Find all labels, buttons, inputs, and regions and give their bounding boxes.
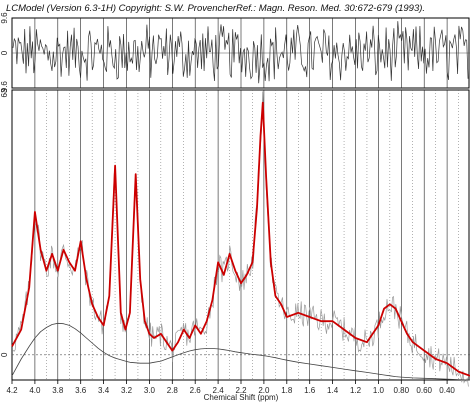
residual-ytick-label: 9.6 (0, 12, 9, 24)
fit-curve (11, 101, 470, 377)
xtick-label: 4.0 (29, 386, 41, 395)
header: LCModel (Version 6.3-1H) Copyright: S.W.… (6, 3, 466, 17)
header-software-credit: LCModel (Version 6.3-1H) Copyright: S.W.… (6, 3, 239, 14)
xtick-label: 1.0 (373, 386, 385, 395)
xtick-label: 1.4 (327, 386, 339, 395)
residual-panel: 9.6 0 -9.6 (0, 12, 470, 95)
residual-ytick-label: -9.6 (0, 81, 9, 95)
baseline-curve (11, 322, 470, 381)
xtick-label: 2.0 (258, 386, 270, 395)
xtick-label: 1.8 (281, 386, 293, 395)
xtick-label: 2.2 (235, 386, 247, 395)
xtick-label: 4.2 (6, 386, 18, 395)
spectrum-ytick-label: 63 (0, 88, 9, 97)
xtick-label: 0.60 (416, 386, 432, 395)
xtick-label: 3.2 (121, 386, 133, 395)
xtick-label: 0.40 (439, 386, 455, 395)
xtick-label: 3.4 (98, 386, 110, 395)
spectrum-panel: 63 0 (0, 88, 470, 387)
xtick-label: 0.80 (394, 386, 410, 395)
xtick-label: 3.0 (144, 386, 156, 395)
x-axis: 4.2 4.0 3.8 3.6 3.4 3.2 3.0 2.8 2.6 2.4 2.2 2.0 1.8 1… (6, 380, 455, 402)
xtick-label: 2.8 (167, 386, 179, 395)
xtick-label: 3.8 (52, 386, 64, 395)
spectrum-frame (11, 89, 470, 381)
xtick-label: 3.6 (75, 386, 87, 395)
xtick-label: 1.6 (304, 386, 316, 395)
residual-trace (12, 21, 469, 84)
header-reference: Ref.: Magn. Reson. Med. 30:672-679 (1993… (236, 3, 426, 14)
spectrum-ytick-label: 0 (0, 352, 9, 357)
xtick-label: 1.2 (350, 386, 362, 395)
xtick-label: 2.6 (190, 386, 202, 395)
x-axis-label: Chemical Shift (ppm) (204, 393, 279, 402)
residual-ytick-label: 0 (0, 50, 9, 55)
xtick-label: 2.4 (213, 386, 225, 395)
